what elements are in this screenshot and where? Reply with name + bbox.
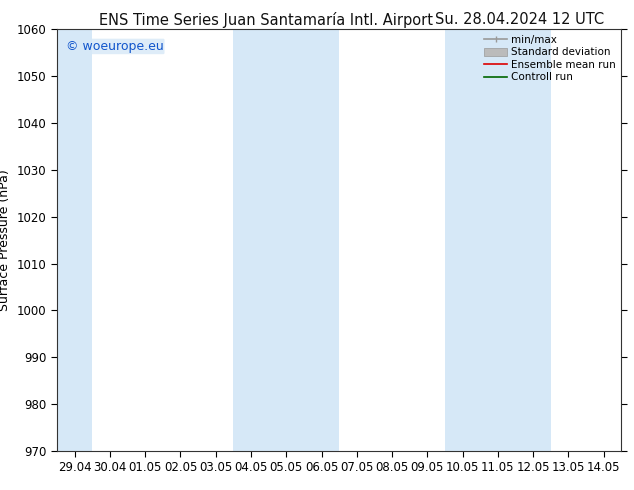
Bar [57,29,93,451]
Bar [515,29,551,451]
Bar [481,29,515,451]
Legend: min/max, Standard deviation, Ensemble mean run, Controll run: min/max, Standard deviation, Ensemble me… [482,32,618,84]
Text: Su. 28.04.2024 12 UTC: Su. 28.04.2024 12 UTC [436,12,604,27]
Bar [269,29,304,451]
Bar [304,29,339,451]
Y-axis label: Surface Pressure (hPa): Surface Pressure (hPa) [0,169,11,311]
Bar [445,29,481,451]
Text: ENS Time Series Juan Santamaría Intl. Airport: ENS Time Series Juan Santamaría Intl. Ai… [100,12,433,28]
Text: © woeurope.eu: © woeurope.eu [65,40,164,53]
Bar [233,29,269,451]
